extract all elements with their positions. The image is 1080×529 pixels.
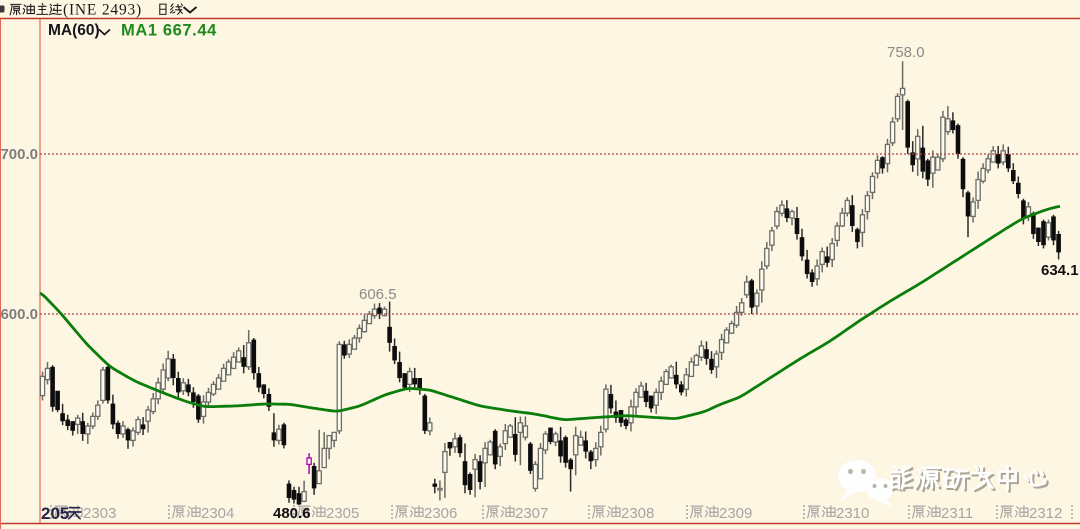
svg-text:606.5: 606.5 bbox=[359, 286, 397, 303]
svg-text:MA1 667.44: MA1 667.44 bbox=[121, 22, 217, 40]
svg-text:2312: 2312 bbox=[1029, 505, 1062, 522]
svg-text:MA(60): MA(60) bbox=[48, 22, 100, 39]
svg-text:480.6: 480.6 bbox=[273, 505, 311, 522]
svg-text:2311: 2311 bbox=[941, 505, 973, 522]
svg-text:758.0: 758.0 bbox=[887, 44, 925, 61]
svg-text:600.0: 600.0 bbox=[0, 306, 38, 323]
svg-text:2309: 2309 bbox=[719, 505, 752, 522]
svg-text:634.1: 634.1 bbox=[1041, 262, 1079, 279]
svg-text:2306: 2306 bbox=[424, 505, 457, 522]
svg-text:2304: 2304 bbox=[201, 505, 234, 522]
svg-text:2307: 2307 bbox=[515, 505, 548, 522]
svg-text:2303: 2303 bbox=[83, 505, 116, 522]
svg-text:2308: 2308 bbox=[621, 505, 654, 522]
svg-text:(INE 2493): (INE 2493) bbox=[63, 2, 142, 19]
svg-text:2305: 2305 bbox=[326, 505, 359, 522]
svg-text:2310: 2310 bbox=[836, 505, 869, 522]
svg-text:700.0: 700.0 bbox=[0, 146, 38, 163]
svg-text:205: 205 bbox=[41, 504, 69, 523]
